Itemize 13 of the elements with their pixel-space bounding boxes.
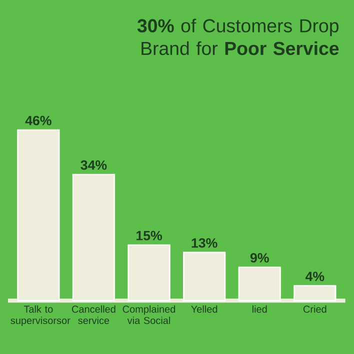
x-tick-label: Yelled <box>191 305 218 313</box>
data-label: 9% <box>250 253 269 263</box>
data-label: 34% <box>80 160 107 170</box>
chart-title: 30% of Customers Drop Brand for Poor Service <box>137 18 339 56</box>
x-tick-label: Cancelled service <box>72 305 116 324</box>
x-tick-label: Cried <box>303 305 326 313</box>
x-tick-label: Talk to supervisorsor <box>10 305 70 326</box>
data-label: 13% <box>192 238 218 248</box>
data-label: 46% <box>25 116 52 126</box>
data-label: 4% <box>305 272 324 282</box>
x-tick-label: lied <box>252 305 267 313</box>
x-tick-label: Complained via Social <box>122 305 176 324</box>
data-label: 15% <box>136 230 162 240</box>
